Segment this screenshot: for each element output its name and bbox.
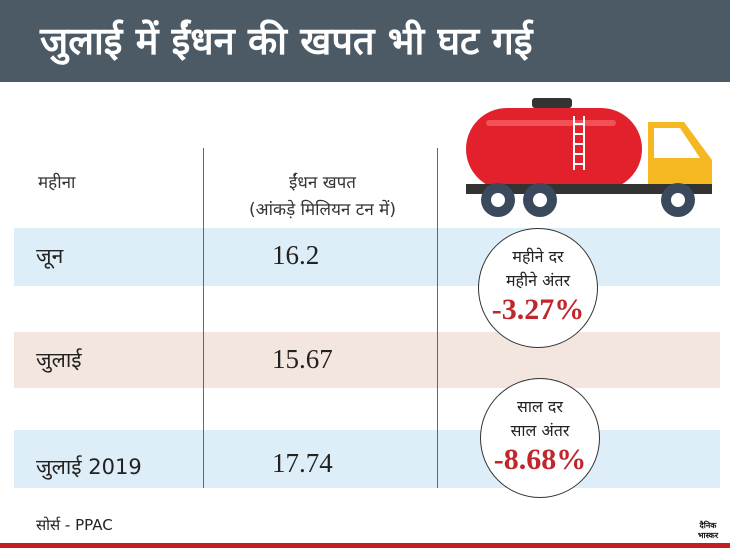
column-header-fuel-line2: (आंकड़े मिलियन टन में): [249, 200, 396, 220]
footer-bar: [0, 543, 730, 548]
logo-line2: भास्कर: [697, 531, 719, 540]
yoy-change-circle: साल दर साल अंतर -8.68%: [480, 378, 600, 498]
row-label: जून: [36, 244, 64, 268]
mom-value: -3.27%: [491, 293, 585, 326]
column-header-month: महीना: [38, 173, 76, 193]
mom-line1: महीने दर: [512, 247, 564, 266]
tanker-truck-icon: [466, 98, 712, 217]
column-header-fuel-line1: ईंधन खपत: [289, 173, 356, 193]
source-note: सोर्स - PPAC: [36, 516, 113, 534]
mom-change-circle: महीने दर महीने अंतर -3.27%: [478, 228, 598, 348]
logo-line1: दैनिक: [699, 521, 717, 530]
yoy-value: -8.68%: [493, 443, 587, 476]
header-banner: जुलाई में ईंधन की खपत भी घट गई: [0, 0, 730, 82]
yoy-line1: साल दर: [517, 397, 563, 416]
row-value: 16.2: [272, 240, 320, 270]
column-divider: [203, 148, 204, 488]
brand-logo: दैनिक भास्कर: [690, 521, 726, 543]
table-row-band: [14, 430, 720, 488]
yoy-line2: साल अंतर: [510, 421, 570, 440]
table-row-band: [14, 228, 720, 286]
row-label: जुलाई: [36, 348, 82, 372]
column-divider: [437, 148, 438, 488]
row-value: 15.67: [272, 344, 333, 374]
table-row-band: [14, 332, 720, 388]
page-title: जुलाई में ईंधन की खपत भी घट गई: [40, 19, 533, 63]
row-label: जुलाई 2019: [36, 455, 142, 479]
mom-line2: महीने अंतर: [505, 271, 571, 290]
row-value: 17.74: [272, 448, 333, 478]
column-header-fuel: ईंधन खपत (आंकड़े मिलियन टन में): [215, 170, 430, 224]
